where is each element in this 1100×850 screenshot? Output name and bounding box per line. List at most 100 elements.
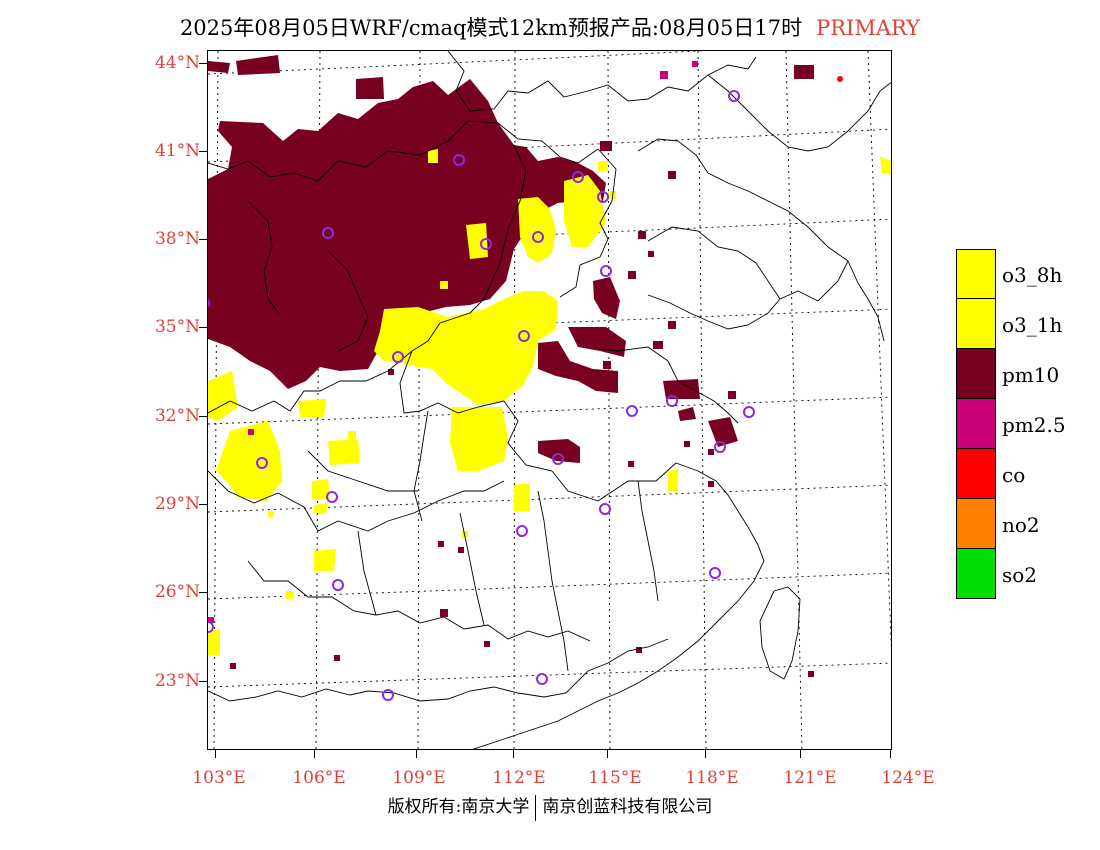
station-marker bbox=[626, 405, 638, 417]
border-north bbox=[208, 120, 599, 182]
station-marker bbox=[536, 673, 548, 685]
lat-label: 41°N bbox=[154, 141, 200, 161]
border-korea bbox=[847, 260, 885, 342]
station-marker bbox=[666, 395, 678, 407]
lat-tick bbox=[199, 681, 207, 682]
lat-label: 35°N bbox=[154, 317, 200, 337]
o3-hunan-2 bbox=[314, 549, 336, 571]
lon-label: 112°E bbox=[492, 768, 546, 788]
o3-northeast bbox=[880, 157, 891, 175]
border-shandong bbox=[647, 226, 781, 330]
border-coast bbox=[472, 462, 765, 749]
o3-shaanxi bbox=[466, 223, 488, 259]
lon-tick bbox=[416, 750, 417, 758]
o3-hunan bbox=[312, 479, 330, 499]
station-marker bbox=[728, 90, 740, 102]
border-central-2 bbox=[208, 350, 413, 414]
border-south-2 bbox=[208, 638, 669, 702]
o3-hubei bbox=[450, 407, 508, 471]
border-inner-2 bbox=[247, 200, 281, 316]
legend-swatch bbox=[956, 499, 996, 549]
o3-chongqing-2 bbox=[328, 439, 360, 465]
legend-swatch bbox=[956, 299, 996, 349]
lon-label: 103°E bbox=[192, 768, 246, 788]
station-marker bbox=[518, 330, 530, 342]
legend-label: o3_1h bbox=[1002, 313, 1063, 337]
border-liaoning bbox=[637, 138, 849, 262]
station-marker bbox=[516, 525, 528, 537]
map-frame[interactable] bbox=[207, 50, 892, 750]
lon-tick bbox=[705, 750, 706, 758]
lon-label: 106°E bbox=[292, 768, 346, 788]
lon-label: 115°E bbox=[588, 768, 642, 788]
border-inner-7 bbox=[459, 512, 485, 626]
lat-tick bbox=[199, 151, 207, 152]
pm10-upper-blob bbox=[356, 77, 384, 99]
pm10-henan-east bbox=[568, 327, 626, 357]
station-marker bbox=[600, 265, 612, 277]
lat-label: 32°N bbox=[154, 406, 200, 426]
o3-hunan-3 bbox=[514, 483, 530, 511]
legend-swatch bbox=[956, 349, 996, 399]
legend-label: no2 bbox=[1002, 513, 1040, 537]
station-marker bbox=[208, 621, 214, 633]
title-main: 2025年08月05日WRF/cmaq模式12km预报产品:08月05日17时 bbox=[179, 16, 803, 40]
station-marker bbox=[599, 503, 611, 515]
station-marker bbox=[597, 191, 609, 203]
lon-tick bbox=[607, 750, 608, 758]
pm10-east-3 bbox=[678, 407, 696, 421]
station-marker bbox=[326, 491, 338, 503]
lat-label: 44°N bbox=[154, 53, 200, 73]
border-hebei bbox=[559, 148, 617, 298]
station-marker bbox=[322, 227, 334, 239]
legend-swatch bbox=[956, 249, 996, 299]
footer-copyright: 版权所有:南京大学 bbox=[387, 797, 530, 817]
lon-label: 121°E bbox=[783, 768, 837, 788]
station-marker bbox=[208, 298, 210, 308]
pm10-hebei bbox=[593, 277, 620, 319]
lon-label: 124°E bbox=[881, 768, 935, 788]
lat-tick bbox=[199, 327, 207, 328]
border-inner-6 bbox=[307, 450, 418, 492]
legend-label: o3_8h bbox=[1002, 263, 1063, 287]
station-marker bbox=[532, 231, 544, 243]
station-marker bbox=[480, 238, 492, 250]
o3-areas bbox=[208, 149, 891, 655]
o3-west-edge bbox=[208, 371, 238, 421]
lat-label: 29°N bbox=[154, 494, 200, 514]
footer-company: 南京创蓝科技有限公司 bbox=[542, 797, 713, 817]
border-shaanxi bbox=[399, 312, 505, 414]
border-southwest bbox=[208, 470, 505, 532]
legend-label: pm10 bbox=[1002, 363, 1060, 387]
pm10-henan-south bbox=[538, 341, 618, 393]
border-inner-4 bbox=[537, 490, 569, 672]
o3-sichuan bbox=[216, 421, 282, 501]
station-marker bbox=[332, 579, 344, 591]
lon-tick bbox=[800, 750, 801, 758]
o3-north-small bbox=[428, 149, 438, 163]
pm10-top-left-2 bbox=[208, 61, 230, 73]
border-northeast bbox=[707, 74, 891, 152]
lon-label: 118°E bbox=[685, 768, 739, 788]
station-marker bbox=[256, 457, 268, 469]
lat-tick bbox=[199, 239, 207, 240]
lon-tick bbox=[215, 750, 216, 758]
lat-tick bbox=[199, 63, 207, 64]
footer: 版权所有:南京大学 南京创蓝科技有限公司 bbox=[0, 792, 1100, 821]
station-marker bbox=[572, 171, 584, 183]
border-coast-north bbox=[779, 260, 849, 302]
o3-jiangxi bbox=[314, 503, 328, 513]
border-inner-1 bbox=[327, 250, 369, 352]
station-marker bbox=[714, 441, 726, 453]
station-marker bbox=[552, 453, 564, 465]
lat-label: 38°N bbox=[154, 229, 200, 249]
map-canvas[interactable] bbox=[208, 51, 892, 750]
pm10-hubei bbox=[538, 439, 580, 463]
border-inner-3 bbox=[413, 410, 429, 522]
lat-tick bbox=[199, 416, 207, 417]
station-marker bbox=[453, 154, 465, 166]
monitoring-stations bbox=[208, 90, 755, 701]
pm25-areas bbox=[208, 61, 698, 623]
o3-central-main bbox=[374, 291, 558, 405]
lon-tick bbox=[890, 750, 891, 758]
